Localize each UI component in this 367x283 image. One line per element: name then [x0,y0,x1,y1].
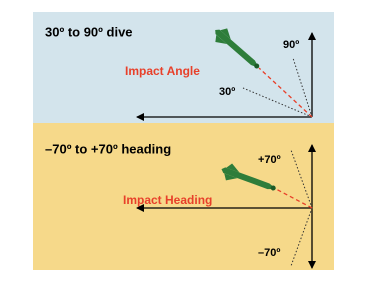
diagram: 30º to 90º dive Impact Angle 30º 90º –70… [0,0,367,278]
top-title: 30º to 90º dive [45,24,133,39]
top-label: Impact Angle [125,64,200,78]
bottom-angle-high: +70º [258,154,281,166]
bottom-title: –70º to +70º heading [45,141,171,156]
bottom-label: Impact Heading [123,193,212,207]
bottom-angle-low: –70º [258,247,280,259]
top-angle-low: 30º [219,86,235,98]
page: 30º to 90º dive Impact Angle 30º 90º –70… [0,0,367,278]
top-angle-high: 90º [283,39,299,51]
